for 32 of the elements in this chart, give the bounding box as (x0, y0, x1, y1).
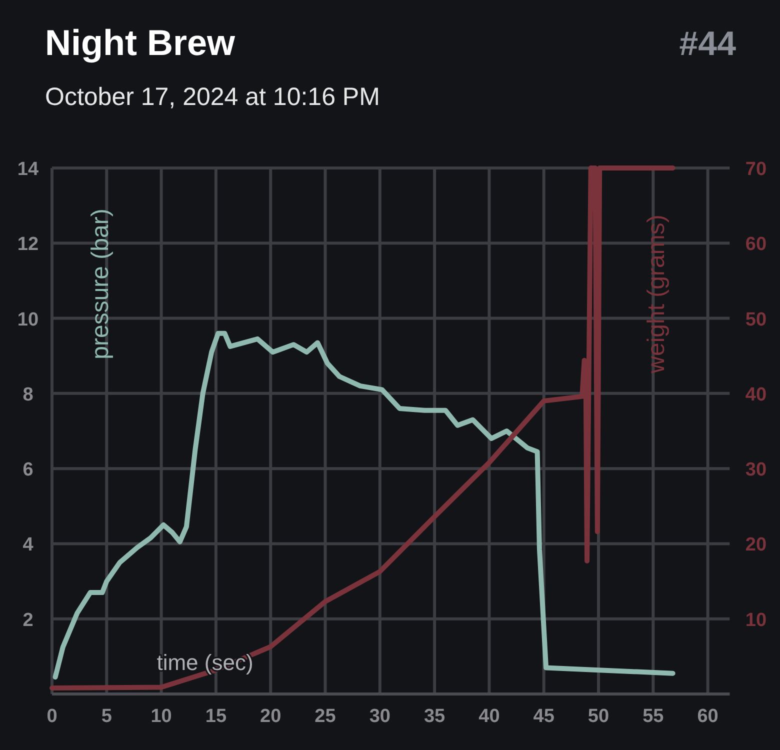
y2-tick-label: 10 (745, 610, 767, 631)
y2-tick-label: 70 (745, 159, 767, 180)
x-tick-label: 45 (533, 706, 555, 727)
y2-tick-label: 40 (745, 384, 767, 406)
y-axis-title: pressure (bar) (87, 208, 114, 360)
x-tick-label: 60 (697, 706, 718, 727)
y-tick-label: 4 (22, 534, 34, 556)
y2-axis-title: weight (grams) (643, 214, 670, 374)
y-tick-label: 14 (17, 159, 39, 180)
y2-tick-label: 30 (745, 460, 767, 481)
x-tick-label: 15 (205, 706, 227, 727)
x-tick-label: 10 (150, 706, 172, 727)
y2-tick-label: 60 (745, 234, 767, 256)
chart-title: Night Brew (45, 22, 236, 63)
text: #44 (679, 25, 736, 63)
chart-subtitle: October 17, 2024 at 10:16 PM (45, 83, 380, 111)
y-tick-label: 6 (22, 460, 34, 481)
y-tick-label: 12 (17, 234, 39, 256)
x-tick-label: 5 (101, 706, 112, 727)
x-tick-label: 40 (478, 706, 500, 727)
x-tick-label: 20 (260, 706, 282, 727)
x-tick-label: 0 (46, 706, 58, 727)
y2-tick-label: 20 (745, 534, 767, 556)
x-tick-label: 35 (424, 706, 446, 727)
x-tick-label: 55 (642, 706, 664, 727)
x-tick-label: 30 (369, 706, 390, 727)
y-tick-label: 8 (22, 384, 34, 406)
y-tick-label: 10 (17, 309, 39, 330)
y-tick-label: 2 (22, 610, 34, 631)
x-tick-label: 25 (314, 706, 336, 727)
x-tick-label: 50 (588, 706, 610, 727)
y2-tick-label: 50 (745, 309, 767, 330)
